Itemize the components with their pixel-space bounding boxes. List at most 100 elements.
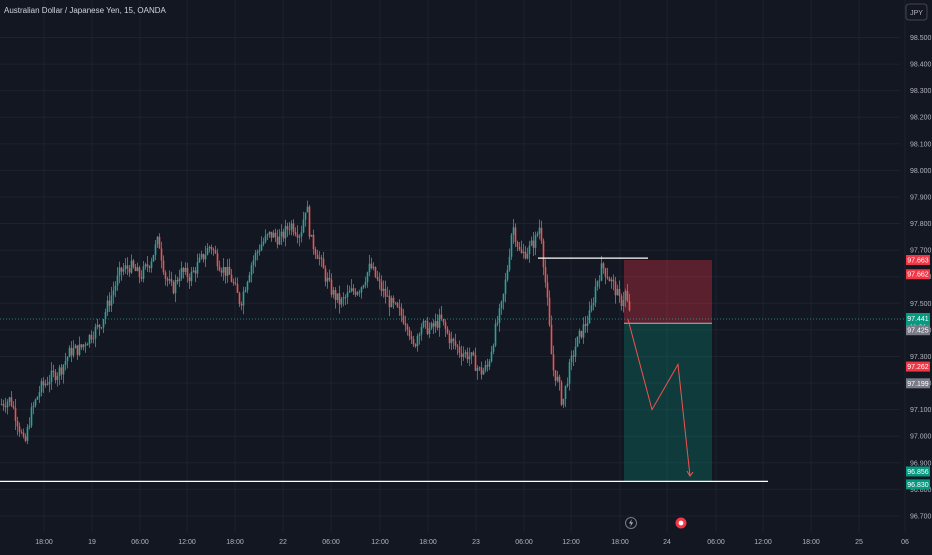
candle-body	[410, 336, 413, 340]
projection-arrowhead	[686, 470, 694, 477]
candle-body	[50, 370, 53, 382]
candle-body	[268, 231, 271, 235]
candle-body	[450, 338, 453, 344]
candle-body	[196, 262, 199, 274]
candle-body	[2, 403, 5, 407]
candle-body	[508, 256, 511, 270]
y-tick-label: 98.200	[910, 115, 932, 122]
candle-body	[534, 235, 537, 248]
candle-body	[368, 263, 371, 273]
x-tick-label: 25	[855, 539, 863, 546]
candle-body	[288, 229, 291, 231]
candle-body	[492, 345, 495, 352]
high-marker-tag: 97.662	[907, 272, 929, 279]
candle-body	[464, 352, 467, 355]
candle-body	[386, 295, 389, 297]
candle-body	[84, 344, 87, 346]
candle-body	[124, 265, 127, 270]
candle-body	[494, 323, 497, 346]
candle-body	[474, 354, 477, 371]
candle-body	[264, 235, 267, 242]
target-tag-bg	[906, 466, 930, 477]
candle-body	[434, 321, 437, 327]
price-axis[interactable]: 96.70096.80096.90097.00097.10097.20097.3…	[910, 35, 932, 520]
y-tick-label: 98.100	[910, 141, 932, 148]
candle-body	[320, 257, 323, 259]
candle-body	[32, 405, 35, 408]
candle-body	[162, 260, 165, 273]
candle-body	[276, 236, 279, 245]
high-marker-tag-bg	[906, 269, 930, 280]
candle-body	[458, 347, 461, 353]
candle-body	[118, 267, 121, 276]
x-tick-label: 06:00	[131, 539, 149, 546]
projection-path[interactable]	[627, 319, 691, 477]
time-axis[interactable]: 18:00 19 06:00 12:00 18:00 22 06:00 12:00 18:00 2…	[35, 539, 909, 546]
candle-body	[512, 227, 515, 235]
candle-body	[94, 326, 97, 339]
candle-body	[356, 292, 359, 295]
candle-body	[378, 279, 381, 282]
candle-body	[390, 297, 393, 308]
candle-body	[214, 250, 217, 254]
candle-body	[262, 241, 265, 245]
candle-body	[244, 290, 247, 292]
candle-body	[404, 323, 407, 326]
candle-body	[516, 242, 519, 247]
candle-body	[622, 300, 625, 306]
candle-body	[586, 323, 589, 326]
candle-body	[170, 279, 173, 283]
candle-body	[470, 352, 473, 357]
candle-body	[222, 267, 225, 273]
x-tick-label: 12:00	[371, 539, 389, 546]
candle-body	[532, 240, 535, 248]
currency-button[interactable]: JPY	[905, 3, 928, 21]
candle-body	[18, 426, 21, 432]
x-tick-label: 18:00	[419, 539, 437, 546]
position-zones	[624, 259, 712, 482]
candle-body	[454, 341, 457, 346]
candle-body	[316, 254, 319, 259]
candle-body	[298, 236, 301, 238]
candle-body	[344, 297, 347, 298]
candle-body	[338, 293, 341, 305]
candle-body	[192, 270, 195, 272]
candle-body	[564, 385, 567, 399]
candle-body	[22, 432, 25, 437]
candle-body	[484, 365, 487, 371]
candle-body	[412, 339, 415, 345]
candle-body	[590, 305, 593, 311]
candle-body	[448, 333, 451, 344]
event-marker-icon[interactable]	[675, 517, 687, 529]
candle-body	[490, 351, 493, 362]
candle-body	[24, 436, 27, 441]
candle-body	[30, 407, 33, 426]
x-tick-label: 18:00	[802, 539, 820, 546]
candle-body	[526, 254, 529, 259]
candle-body	[478, 367, 481, 369]
lightning-icon[interactable]	[625, 517, 637, 529]
x-tick-label: 12:00	[754, 539, 772, 546]
candle-body	[254, 253, 257, 261]
candle-body	[334, 290, 337, 300]
drawn-lines[interactable]	[0, 257, 905, 482]
candle-body	[312, 234, 315, 250]
candle-body	[536, 233, 539, 236]
y-tick-label: 97.100	[910, 407, 932, 414]
candle-body	[602, 263, 605, 269]
candle-body	[528, 245, 531, 255]
candle-body	[260, 244, 263, 251]
candle-body	[468, 356, 471, 360]
candle-body	[52, 370, 55, 373]
candle-body	[388, 295, 391, 308]
candle-body	[502, 293, 505, 302]
candle-body	[160, 248, 163, 261]
x-tick-label: 06:00	[322, 539, 340, 546]
candle-body	[136, 267, 139, 272]
entry-price-tag: 97.425	[907, 328, 929, 335]
candle-body	[618, 288, 621, 296]
candle-body	[294, 232, 297, 235]
candle-body	[560, 382, 563, 405]
candle-body	[308, 206, 311, 237]
